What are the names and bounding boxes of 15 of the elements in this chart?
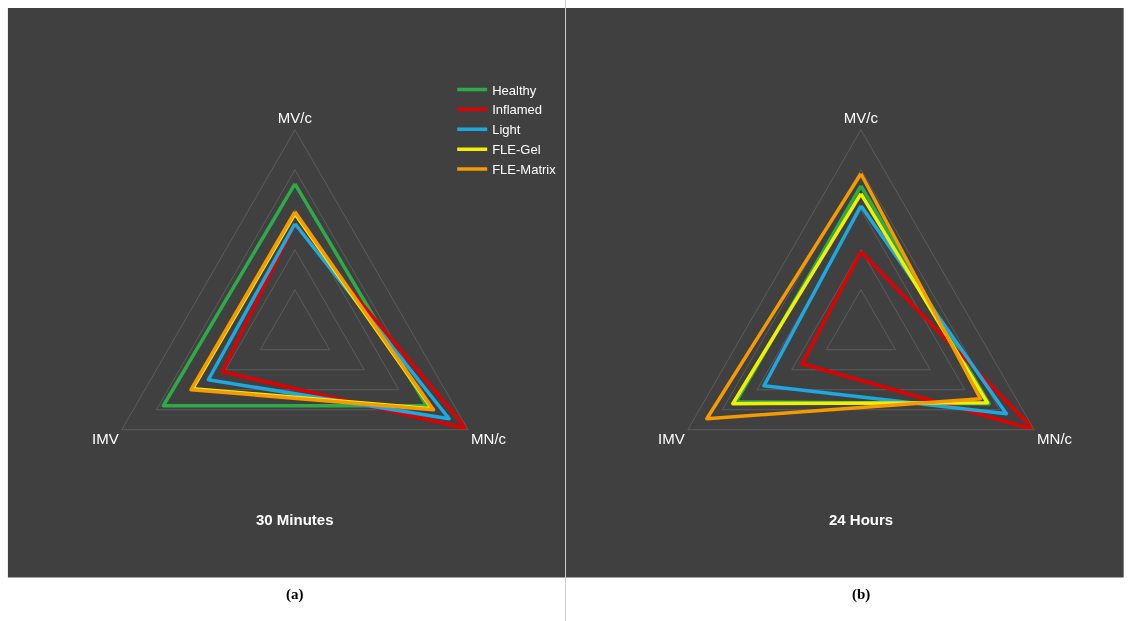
legend-label: FLE-Matrix: [492, 162, 557, 178]
spoke-label: MN/c: [1037, 429, 1073, 447]
spoke-label: MN/c: [471, 429, 507, 447]
text: (b): [852, 586, 871, 603]
text: 30 Minutes: [256, 511, 334, 528]
legend-label: FLE-Gel: [492, 142, 541, 158]
spoke-label: MV/c: [277, 109, 313, 127]
legend-label: Light: [492, 122, 521, 138]
text: 24 Hours: [829, 511, 894, 528]
spoke-label: IMV: [658, 429, 685, 447]
text: (a): [286, 586, 304, 603]
spoke-label: IMV: [92, 429, 119, 447]
spoke-label: MV/c: [843, 109, 879, 127]
legend-label: Inflamed: [492, 102, 543, 118]
legend-label: Healthy: [492, 82, 537, 98]
